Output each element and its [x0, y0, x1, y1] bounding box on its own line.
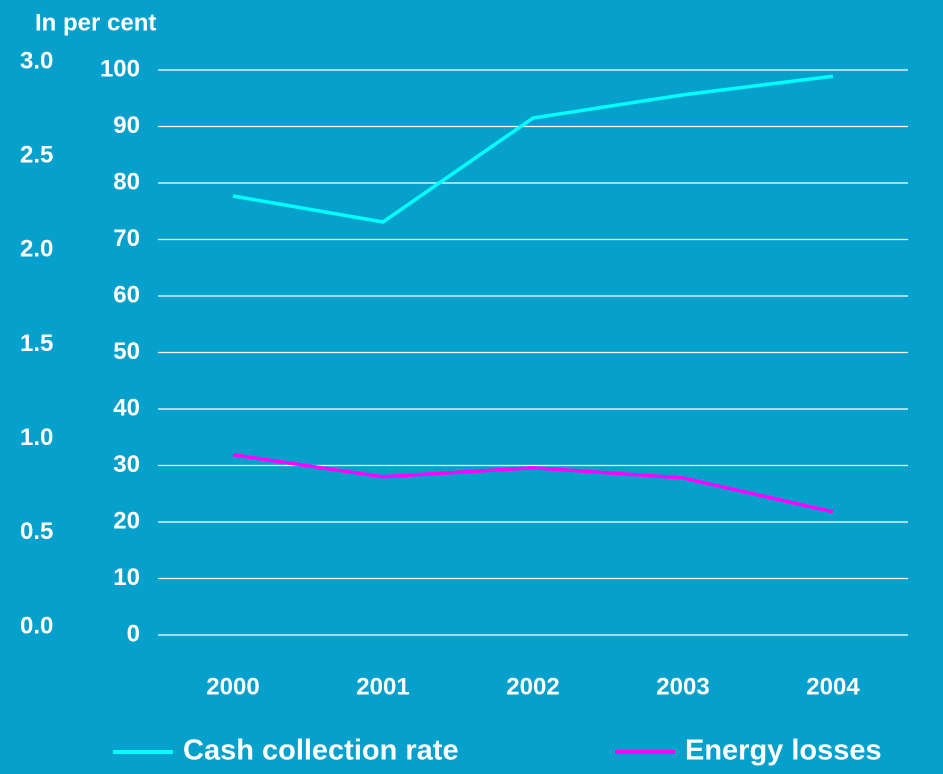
y-tick-label: 30	[113, 451, 140, 478]
y2-tick-label: 2.0	[20, 236, 53, 263]
y-tick-label: 60	[113, 281, 140, 308]
series-line	[232, 74, 834, 224]
y2-tick-label: 0.0	[20, 612, 53, 639]
y-tick-label: 100	[100, 55, 140, 82]
x-tick-label: 2003	[656, 673, 709, 700]
y-tick-label: 0	[127, 620, 140, 647]
legend-label: Energy losses	[685, 735, 882, 767]
x-tick-label: 2004	[806, 673, 860, 700]
y2-tick-label: 1.0	[20, 424, 53, 451]
y-tick-label: 70	[113, 225, 140, 252]
y-tick-label: 90	[113, 112, 140, 139]
chart-title: In per cent	[35, 9, 156, 36]
y2-tick-label: 2.5	[20, 142, 53, 169]
series-line	[232, 453, 834, 514]
legend-label: Cash collection rate	[183, 735, 459, 767]
y-tick-label: 10	[113, 564, 140, 591]
x-tick-label: 2002	[506, 673, 559, 700]
y2-tick-label: 0.5	[20, 518, 53, 545]
y-tick-label: 20	[113, 507, 140, 534]
y-tick-label: 40	[113, 394, 140, 421]
y2-tick-label: 3.0	[20, 47, 53, 74]
y-tick-label: 80	[113, 168, 140, 195]
x-tick-label: 2001	[356, 673, 409, 700]
y2-tick-label: 1.5	[20, 330, 53, 357]
x-tick-label: 2000	[206, 673, 259, 700]
y-tick-label: 50	[113, 338, 140, 365]
